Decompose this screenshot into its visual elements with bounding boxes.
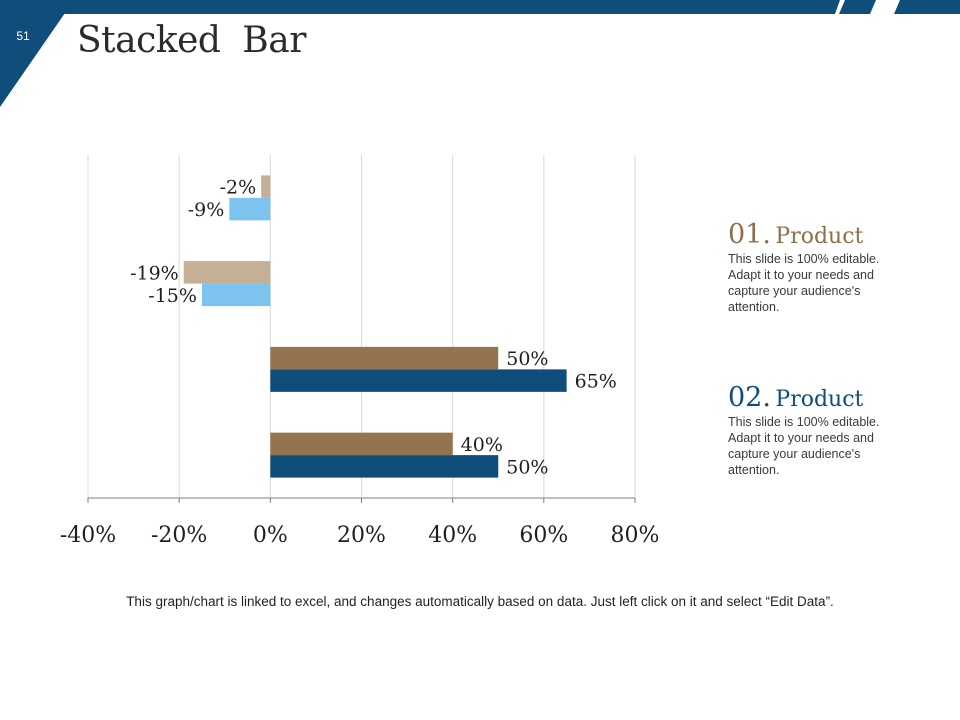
bar [270,432,453,456]
legend-number: 01. [728,219,771,250]
legend-item-product-01: 01. Product This slide is 100% editable.… [728,219,908,315]
bar [270,369,567,392]
x-tick-label: -20% [151,523,207,548]
x-tick-label: 80% [611,523,660,548]
bar [270,455,499,478]
x-tick-label: 60% [519,523,568,548]
banner-stripe-1 [839,0,876,14]
data-label: 50% [506,456,548,478]
slide-title: Stacked Bar [77,20,306,61]
legend-description: This slide is 100% editable. Adapt it to… [728,415,880,477]
bar [183,261,271,284]
bar [261,175,271,198]
data-label: -9% [188,199,225,221]
x-tick-label: -40% [60,523,116,548]
data-label: -2% [220,177,257,199]
banner-stripe-2 [894,0,960,14]
top-banner [62,0,840,14]
legend-description: This slide is 100% editable. Adapt it to… [728,252,880,314]
data-label: 65% [575,371,617,393]
page-number: 51 [16,29,30,43]
bar [201,283,271,307]
data-label: -15% [148,285,197,307]
bar [229,197,271,221]
x-tick-label: 0% [253,523,288,548]
legend-heading: 02. Product [728,382,908,413]
x-tick-label: 20% [337,523,386,548]
bar [270,346,499,370]
legend-name: Product [775,387,864,412]
data-label: -19% [130,262,179,284]
legend-heading: 01. Product [728,219,908,250]
x-tick-label: 40% [428,523,477,548]
corner-triangle [0,0,74,107]
data-label: 50% [506,348,548,370]
legend-number: 02. [728,382,771,413]
legend-item-product-02: 02. Product This slide is 100% editable.… [728,382,908,478]
footer-note: This graph/chart is linked to excel, and… [126,594,834,609]
legend-name: Product [775,224,864,249]
data-label: 40% [461,434,503,456]
